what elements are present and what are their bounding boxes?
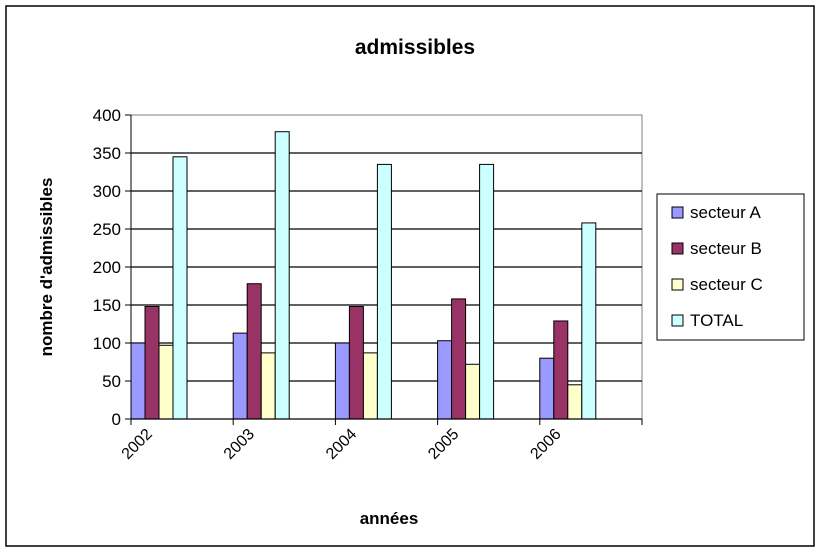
legend-label: secteur A <box>690 203 762 222</box>
bar-secteur-c-2006 <box>567 384 583 420</box>
bar-secteur-c-2004 <box>362 352 378 420</box>
legend-swatch <box>671 314 684 327</box>
chart-title: admissibles <box>355 36 475 59</box>
bar-secteur-c-2003 <box>260 352 276 420</box>
bar-secteur-a-2005 <box>437 340 453 420</box>
bar-secteur-b-2004 <box>348 306 364 420</box>
bar-secteur-a-2002 <box>130 342 146 420</box>
y-tick-label: 50 <box>102 372 121 391</box>
legend-label: TOTAL <box>690 311 743 330</box>
x-axis-label: années <box>360 509 419 528</box>
y-tick-label: 200 <box>93 258 121 277</box>
y-tick-label: 150 <box>93 296 121 315</box>
y-tick-label: 100 <box>93 334 121 353</box>
legend: secteur A secteur B secteur C TOTAL <box>656 193 805 341</box>
bar-secteur-a-2006 <box>539 357 555 420</box>
bar-secteur-c-2002 <box>158 344 174 420</box>
y-tick-label: 400 <box>93 106 121 125</box>
y-tick-label: 250 <box>93 220 121 239</box>
y-axis: 0 50 100 150 200 250 300 350 400 <box>93 106 132 429</box>
legend-label: secteur B <box>690 239 762 258</box>
y-tick-label: 0 <box>112 410 121 429</box>
bar-total-2002 <box>172 156 188 420</box>
legend-swatch <box>671 206 684 219</box>
bar-total-2006 <box>581 222 597 420</box>
y-tick-label: 300 <box>93 182 121 201</box>
bar-secteur-b-2006 <box>553 320 569 420</box>
bar-secteur-a-2003 <box>232 332 248 420</box>
bar-secteur-b-2003 <box>246 283 262 420</box>
bar-secteur-b-2002 <box>144 306 160 420</box>
bars <box>130 131 597 420</box>
bar-total-2003 <box>274 131 290 420</box>
y-axis-label: nombre d'admissibles <box>37 178 56 357</box>
legend-label: secteur C <box>690 275 763 294</box>
y-tick-label: 350 <box>93 144 121 163</box>
bar-total-2004 <box>376 163 392 420</box>
legend-swatch <box>671 278 684 291</box>
legend-swatch <box>671 242 684 255</box>
bar-secteur-a-2004 <box>334 342 350 420</box>
bar-total-2005 <box>479 163 495 420</box>
bar-secteur-c-2005 <box>465 363 481 420</box>
bar-secteur-b-2005 <box>451 298 467 420</box>
